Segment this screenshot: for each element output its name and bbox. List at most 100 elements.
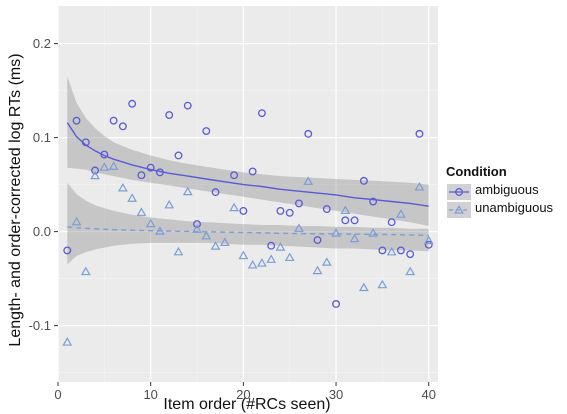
- data-point-unambiguous: [284, 252, 295, 262]
- data-point-unambiguous: [247, 260, 258, 269]
- data-point-ambiguous: [424, 240, 433, 249]
- data-point-unambiguous: [238, 250, 249, 260]
- data-point-unambiguous: [275, 242, 286, 251]
- data-point-unambiguous: [386, 246, 397, 256]
- data-point-ambiguous: [387, 218, 396, 227]
- data-point-unambiguous: [257, 258, 267, 267]
- data-point-ambiguous: [100, 150, 109, 159]
- data-point-unambiguous: [192, 224, 202, 233]
- y-tick-label: 0.0: [33, 224, 51, 239]
- data-point-ambiguous: [202, 127, 211, 135]
- data-point-ambiguous: [72, 116, 81, 125]
- data-point-ambiguous: [165, 111, 174, 119]
- y-tick-label: -0.1: [29, 318, 51, 333]
- data-point-ambiguous: [257, 109, 266, 118]
- data-point-ambiguous: [239, 206, 248, 215]
- data-point-unambiguous: [210, 241, 221, 250]
- y-axis: -0.1 0.0 0.1 0.2: [29, 36, 58, 333]
- data-point-ambiguous: [322, 205, 331, 213]
- ci-band-ambiguous: [67, 76, 429, 226]
- data-point-unambiguous: [127, 193, 138, 202]
- data-point-ambiguous: [378, 246, 387, 255]
- legend-key-unambiguous: [447, 202, 471, 218]
- x-tick-label: 0: [54, 387, 61, 402]
- data-point-unambiguous: [312, 265, 323, 275]
- data-point-ambiguous: [248, 167, 257, 176]
- legend: Condition ambiguous unambiguous: [446, 164, 554, 218]
- data-point-ambiguous: [146, 163, 155, 172]
- data-point-ambiguous: [406, 250, 415, 259]
- data-point-unambiguous: [155, 226, 165, 235]
- data-point-ambiguous: [109, 116, 118, 125]
- data-point-unambiguous: [90, 170, 100, 180]
- data-point-ambiguous: [91, 166, 100, 175]
- data-point-ambiguous: [341, 216, 350, 225]
- data-point-ambiguous: [304, 129, 313, 138]
- data-point-ambiguous: [332, 300, 340, 308]
- data-point-ambiguous: [118, 122, 127, 131]
- data-point-ambiguous: [211, 188, 220, 197]
- data-points: [62, 99, 434, 346]
- y-axis-title: Length- and order-corrected log RTs (ms): [7, 53, 24, 346]
- data-point-unambiguous: [266, 254, 277, 263]
- x-tick-label: 40: [421, 387, 435, 402]
- data-point-ambiguous: [81, 138, 90, 147]
- x-axis-title: Item order (#RCs seen): [163, 396, 330, 413]
- data-point-ambiguous: [369, 197, 378, 206]
- data-point-unambiguous: [396, 209, 406, 218]
- data-point-unambiguous: [99, 162, 110, 171]
- data-point-unambiguous: [201, 230, 212, 240]
- data-point-ambiguous: [350, 216, 359, 225]
- data-point-ambiguous: [267, 241, 276, 250]
- confidence-bands: [67, 76, 429, 265]
- x-tick-label: 30: [329, 387, 343, 402]
- ci-band-unambiguous: [67, 182, 429, 265]
- data-point-unambiguous: [145, 218, 156, 228]
- data-point-ambiguous: [313, 236, 322, 245]
- legend-key-marker: [455, 188, 463, 196]
- data-point-ambiguous: [359, 176, 368, 185]
- data-point-unambiguous: [164, 199, 175, 209]
- y-tick-label: 0.1: [33, 130, 51, 145]
- data-point-unambiguous: [62, 337, 73, 346]
- data-point-unambiguous: [331, 228, 341, 237]
- data-point-unambiguous: [340, 205, 351, 215]
- data-point-ambiguous: [63, 246, 72, 255]
- data-point-ambiguous: [183, 101, 192, 110]
- data-point-ambiguous: [295, 199, 303, 208]
- data-point-unambiguous: [80, 266, 91, 276]
- legend-key-marker: [454, 205, 464, 214]
- data-point-unambiguous: [294, 223, 304, 232]
- data-point-ambiguous: [396, 246, 405, 255]
- legend-label-ambiguous: ambiguous: [475, 182, 539, 197]
- data-point-unambiguous: [349, 233, 360, 243]
- x-tick-label: 10: [143, 387, 157, 402]
- data-point-ambiguous: [285, 208, 294, 217]
- data-point-ambiguous: [137, 171, 146, 180]
- data-point-unambiguous: [136, 207, 147, 216]
- y-tick-label: 0.2: [33, 36, 51, 51]
- data-point-unambiguous: [414, 182, 425, 191]
- x-axis: 0 10 20 30 40: [54, 382, 436, 402]
- data-point-unambiguous: [219, 237, 230, 246]
- data-point-unambiguous: [368, 228, 379, 237]
- data-point-unambiguous: [358, 282, 369, 292]
- data-point-unambiguous: [321, 257, 332, 266]
- data-point-unambiguous: [229, 202, 239, 212]
- legend-title: Condition: [446, 164, 507, 179]
- data-point-unambiguous: [117, 182, 128, 192]
- data-point-unambiguous: [173, 246, 184, 256]
- data-point-unambiguous: [405, 266, 416, 276]
- plot-panel: [58, 6, 438, 382]
- data-point-unambiguous: [108, 161, 119, 170]
- data-point-ambiguous: [128, 99, 137, 108]
- data-point-unambiguous: [303, 176, 314, 185]
- data-point-unambiguous: [377, 279, 388, 289]
- data-point-unambiguous: [423, 235, 434, 245]
- data-point-unambiguous: [71, 216, 82, 226]
- data-point-ambiguous: [174, 151, 183, 160]
- legend-label-unambiguous: unambiguous: [475, 200, 554, 215]
- data-point-ambiguous: [230, 171, 239, 180]
- data-point-ambiguous: [415, 129, 424, 138]
